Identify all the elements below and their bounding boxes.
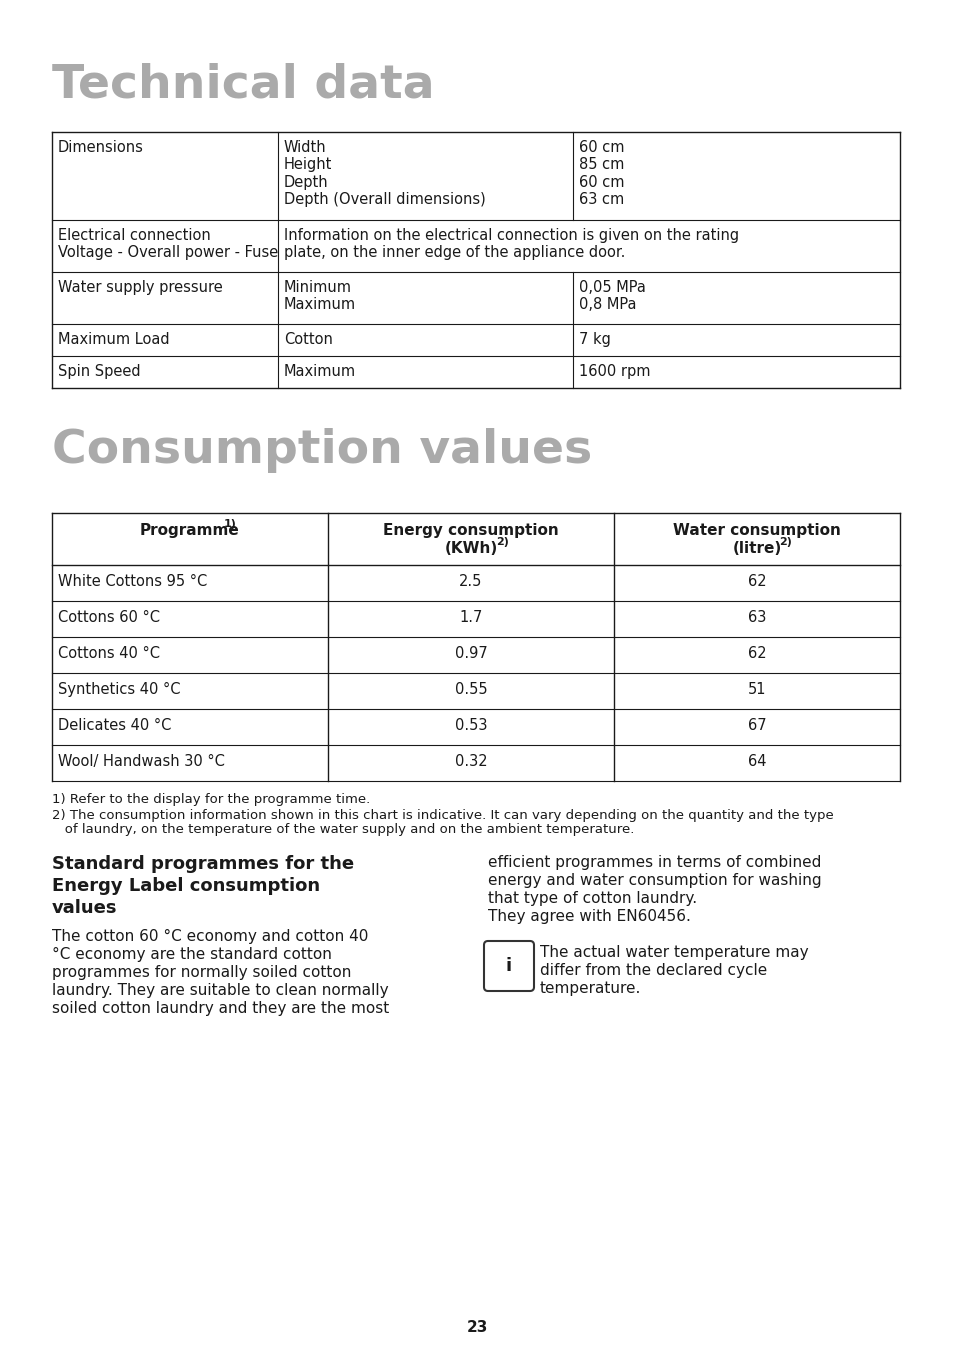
Text: 1) Refer to the display for the programme time.: 1) Refer to the display for the programm… — [52, 794, 370, 806]
Text: They agree with EN60456.: They agree with EN60456. — [488, 909, 690, 923]
Text: 62: 62 — [747, 575, 765, 589]
Text: Width
Height
Depth
Depth (Overall dimensions): Width Height Depth Depth (Overall dimens… — [284, 141, 485, 207]
Text: 67: 67 — [747, 718, 765, 733]
Text: that type of cotton laundry.: that type of cotton laundry. — [488, 891, 697, 906]
Text: Cottons 40 °C: Cottons 40 °C — [58, 646, 160, 661]
Text: Technical data: Technical data — [52, 62, 435, 107]
Text: energy and water consumption for washing: energy and water consumption for washing — [488, 873, 821, 888]
Text: Cottons 60 °C: Cottons 60 °C — [58, 610, 160, 625]
Text: Water consumption: Water consumption — [673, 523, 840, 538]
Text: Standard programmes for the: Standard programmes for the — [52, 854, 354, 873]
Text: 0.55: 0.55 — [455, 681, 487, 698]
Text: 64: 64 — [747, 754, 765, 769]
Text: 2): 2) — [496, 537, 508, 548]
Text: programmes for normally soiled cotton: programmes for normally soiled cotton — [52, 965, 351, 980]
Text: Cotton: Cotton — [284, 333, 333, 347]
Text: Minimum
Maximum: Minimum Maximum — [284, 280, 355, 312]
Text: (KWh): (KWh) — [444, 541, 497, 556]
Text: 60 cm
85 cm
60 cm
63 cm: 60 cm 85 cm 60 cm 63 cm — [578, 141, 624, 207]
Text: Dimensions: Dimensions — [58, 141, 144, 155]
Text: Energy consumption: Energy consumption — [383, 523, 558, 538]
Text: efficient programmes in terms of combined: efficient programmes in terms of combine… — [488, 854, 821, 869]
Text: Wool/ Handwash 30 °C: Wool/ Handwash 30 °C — [58, 754, 225, 769]
Text: 0.32: 0.32 — [455, 754, 487, 769]
Text: laundry. They are suitable to clean normally: laundry. They are suitable to clean norm… — [52, 983, 388, 998]
Text: 1): 1) — [224, 519, 236, 529]
Text: White Cottons 95 °C: White Cottons 95 °C — [58, 575, 207, 589]
Text: Electrical connection
Voltage - Overall power - Fuse: Electrical connection Voltage - Overall … — [58, 228, 278, 261]
Text: 2) The consumption information shown in this chart is indicative. It can vary de: 2) The consumption information shown in … — [52, 808, 833, 822]
Text: Maximum Load: Maximum Load — [58, 333, 170, 347]
Text: of laundry, on the temperature of the water supply and on the ambient temperatur: of laundry, on the temperature of the wa… — [52, 823, 634, 836]
Text: Spin Speed: Spin Speed — [58, 364, 140, 379]
Text: 0,05 MPa
0,8 MPa: 0,05 MPa 0,8 MPa — [578, 280, 645, 312]
Text: 2.5: 2.5 — [458, 575, 482, 589]
Text: soiled cotton laundry and they are the most: soiled cotton laundry and they are the m… — [52, 1000, 389, 1015]
Text: (litre): (litre) — [732, 541, 781, 556]
Text: Delicates 40 °C: Delicates 40 °C — [58, 718, 172, 733]
Text: Water supply pressure: Water supply pressure — [58, 280, 222, 295]
Text: Synthetics 40 °C: Synthetics 40 °C — [58, 681, 180, 698]
Text: values: values — [52, 899, 117, 917]
Text: 2): 2) — [779, 537, 791, 548]
Text: 0.53: 0.53 — [455, 718, 487, 733]
Text: temperature.: temperature. — [539, 982, 640, 996]
Text: i: i — [505, 957, 512, 975]
Text: The cotton 60 °C economy and cotton 40: The cotton 60 °C economy and cotton 40 — [52, 929, 368, 944]
Text: 1600 rpm: 1600 rpm — [578, 364, 650, 379]
Text: 62: 62 — [747, 646, 765, 661]
Text: differ from the declared cycle: differ from the declared cycle — [539, 963, 766, 977]
Text: Information on the electrical connection is given on the rating
plate, on the in: Information on the electrical connection… — [284, 228, 739, 261]
Text: 1.7: 1.7 — [458, 610, 482, 625]
Text: 51: 51 — [747, 681, 765, 698]
Text: 0.97: 0.97 — [455, 646, 487, 661]
Text: Maximum: Maximum — [284, 364, 355, 379]
Text: °C economy are the standard cotton: °C economy are the standard cotton — [52, 946, 332, 963]
FancyBboxPatch shape — [483, 941, 534, 991]
Text: 63: 63 — [747, 610, 765, 625]
Text: Programme: Programme — [140, 523, 239, 538]
Text: Energy Label consumption: Energy Label consumption — [52, 877, 320, 895]
Text: The actual water temperature may: The actual water temperature may — [539, 945, 808, 960]
Text: Consumption values: Consumption values — [52, 429, 592, 473]
Text: 7 kg: 7 kg — [578, 333, 610, 347]
Text: 23: 23 — [466, 1320, 487, 1334]
